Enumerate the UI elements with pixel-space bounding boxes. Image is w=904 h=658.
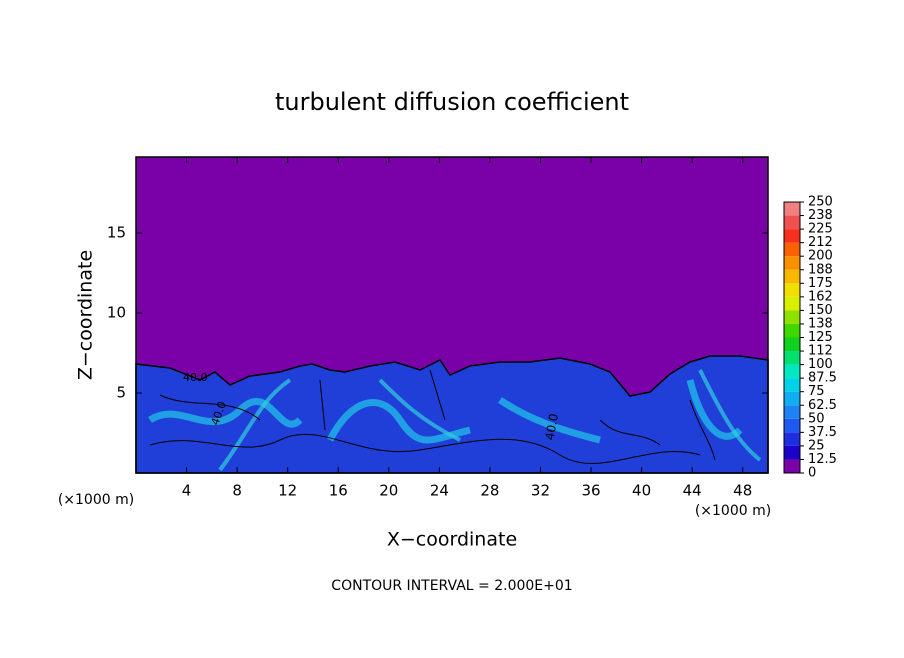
colorbar-segment: [784, 337, 800, 352]
colorbar-label: 37.5: [808, 425, 837, 440]
colorbar-segment: [784, 418, 800, 433]
y-axis-label: Z−coordinate: [75, 250, 97, 380]
colorbar-label: 62.5: [808, 398, 837, 413]
colorbar-segment: [784, 310, 800, 324]
colorbar-segment: [784, 323, 800, 338]
colorbar-segment: [784, 405, 800, 419]
y-tick-label: 10: [107, 304, 126, 322]
colorbar-segment: [784, 283, 800, 297]
colorbar-segment: [784, 202, 800, 216]
colorbar-label: 112: [808, 344, 833, 359]
x-tick-label: 16: [329, 482, 348, 500]
x-tick-label: 24: [430, 482, 449, 500]
x-tick-label: 28: [480, 482, 499, 500]
colorbar-segment: [784, 269, 800, 284]
contour-line: [159, 369, 716, 461]
turbulent-region: [135, 355, 769, 474]
colorbar-segment: [784, 459, 800, 473]
x-unit-label: (×1000 m): [695, 503, 771, 519]
colorbar-label: 0: [808, 466, 816, 481]
colorbar-segment: [784, 364, 800, 379]
colorbar-label: 150: [808, 303, 833, 318]
colorbar-label: 25: [808, 438, 825, 453]
colorbar-label: 50: [808, 411, 825, 426]
colorbar-segment: [784, 256, 800, 270]
x-tick-label: 44: [683, 482, 702, 500]
colorbar-segment: [784, 351, 800, 365]
turbulent-streak: [148, 379, 743, 444]
turbulent-streak: [218, 369, 762, 472]
x-tick-label: 40: [632, 482, 651, 500]
x-tick-label: 8: [232, 482, 242, 500]
colorbar-label: 100: [808, 357, 833, 372]
y-unit-label: (×1000 m): [58, 492, 134, 508]
colorbar-segment: [784, 378, 800, 392]
colorbar-segment: [784, 391, 800, 406]
colorbar-segment: [784, 242, 800, 257]
colorbar-segment: [784, 445, 800, 460]
colorbar-segment: [784, 229, 800, 243]
x-tick-label: 48: [733, 482, 752, 500]
colorbar-label: 138: [808, 316, 833, 331]
x-tick-label: 36: [581, 482, 600, 500]
contour-line: [149, 433, 701, 464]
plot-frame: [135, 156, 769, 474]
colorbar-label: 238: [808, 208, 833, 223]
colorbar-segment: [784, 215, 800, 230]
colorbar-label: 125: [808, 330, 833, 345]
colorbar-label: 75: [808, 384, 825, 399]
x-axis-label: X−coordinate: [387, 529, 517, 551]
colorbar-label: 225: [808, 222, 833, 237]
contour-label: 40.0: [183, 371, 208, 384]
colorbar-label: 175: [808, 276, 833, 291]
colorbar-label: 188: [808, 262, 833, 277]
contour-label: 40.0: [543, 412, 561, 441]
y-tick-label: 5: [116, 384, 126, 402]
x-tick-label: 12: [278, 482, 297, 500]
colorbar-label: 162: [808, 289, 833, 304]
chart-title: turbulent diffusion coefficient: [275, 88, 629, 116]
y-tick-label: 15: [107, 224, 126, 242]
x-tick-label: 20: [379, 482, 398, 500]
x-tick-label: 32: [531, 482, 550, 500]
colorbar-label: 200: [808, 249, 833, 264]
colorbar-segment: [784, 432, 800, 446]
field: [135, 156, 769, 474]
colorbar-segment: [784, 296, 800, 311]
footer: CONTOUR INTERVAL = 2.000E+01: [331, 578, 572, 594]
colorbar-label: 87.5: [808, 371, 837, 386]
x-tick-label: 4: [182, 482, 192, 500]
colorbar-label: 12.5: [808, 452, 837, 467]
colorbar-label: 212: [808, 235, 833, 250]
colorbar-label: 250: [808, 195, 833, 210]
